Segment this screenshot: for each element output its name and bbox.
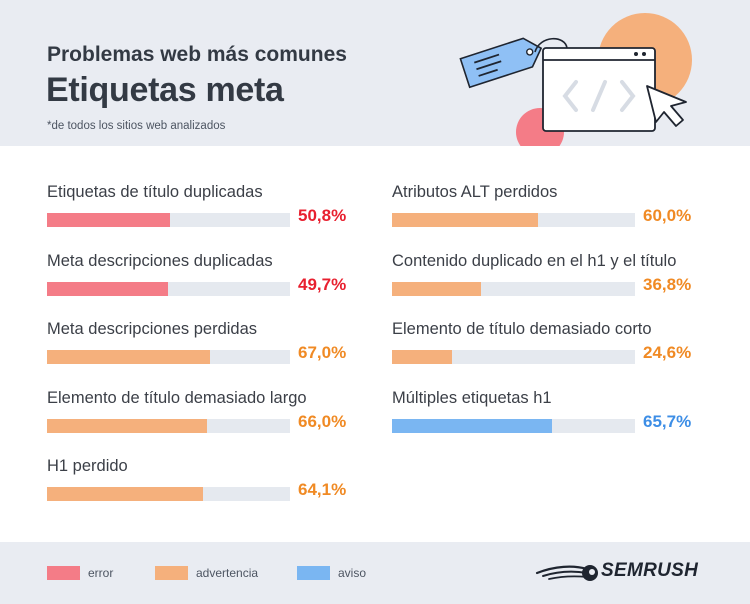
page-subtitle: Problemas web más comunes [47,43,347,66]
bar-track [392,281,635,296]
bar-value-label: 36,8% [643,274,692,294]
bar-fill [47,487,203,501]
bar-track [392,350,635,364]
bar-item: Elemento de título demasiado corto 24,6% [392,320,702,375]
bar-track [392,213,635,227]
bar-label: Meta descripciones perdidas [47,320,258,338]
footer: error advertencia aviso SEMRUSH [0,542,750,604]
bar-label: Meta descripciones duplicadas [47,251,273,270]
bar-item: Atributos ALT perdidos 60,0% [392,183,702,238]
bar-fill [392,213,538,227]
legend-swatch [47,566,80,580]
brand-logo: SEMRUSH [535,560,705,586]
bar-value-label: 49,7% [298,274,347,294]
cursor-icon [646,85,687,127]
code-brackets-icon [562,80,636,112]
bar-track [47,487,290,501]
chart-area: Etiquetas de título duplicadas 50,8% Meta … [0,146,750,542]
header: Problemas web más comunes Etiquetas meta… [0,0,750,146]
bar-label: Elemento de título demasiado largo [47,388,307,407]
legend-swatch [155,566,188,580]
bar-value-label: 24,6% [643,343,692,362]
bar-fill [47,281,168,296]
bar-value-label: 67,0% [298,343,347,362]
page-title: Etiquetas meta [46,71,284,109]
footnote: *de todos los sitios web analizados [47,120,226,132]
bar-item: Contenido duplicado en el h1 y el título… [392,252,702,307]
tag-string [534,37,568,53]
bar-item: Etiquetas de título duplicadas 50,8% [47,183,357,238]
bar-label: Contenido duplicado en el h1 y el título [392,251,677,270]
bar-track [47,350,290,364]
bar-label: H1 perdido [47,457,128,475]
bar-label: Múltiples etiquetas h1 [392,388,552,407]
bar-track [392,418,635,433]
bar-value-label: 65,7% [643,411,692,431]
bar-value-label: 66,0% [298,411,347,431]
bar-value-label: 60,0% [643,206,692,225]
bar-item: Meta descripciones perdidas 67,0% [47,320,357,375]
bar-fill [392,281,482,296]
bar-fill [47,213,171,227]
semrush-comet-icon [535,565,598,581]
bar-fill [47,418,208,433]
legend-label: error [88,566,114,580]
bar-item: Meta descripciones duplicadas 49,7% [47,252,357,307]
legend-label: advertencia [196,566,259,580]
brand-name: SEMRUSH [601,560,699,581]
bar-track [47,213,290,227]
bar-item: H1 perdido 64,1% [47,457,357,512]
bar-fill [392,350,452,364]
bar-label: Atributos ALT perdidos [392,183,558,201]
bar-item: Múltiples etiquetas h1 65,7% [392,389,702,444]
bar-fill [392,418,552,433]
legend-swatch [297,566,330,580]
bar-value-label: 64,1% [298,480,347,499]
bar-label: Etiquetas de título duplicadas [47,183,263,201]
tag-icon [459,37,543,89]
bar-fill [47,350,210,364]
bar-track [47,418,290,433]
bar-label: Elemento de título demasiado corto [392,320,652,338]
bar-item: Elemento de título demasiado largo 66,0% [47,389,357,444]
code-window-with-tag-icon [459,13,692,146]
legend-label: aviso [338,566,367,580]
bar-value-label: 50,8% [298,206,347,225]
bar-track [47,281,290,296]
